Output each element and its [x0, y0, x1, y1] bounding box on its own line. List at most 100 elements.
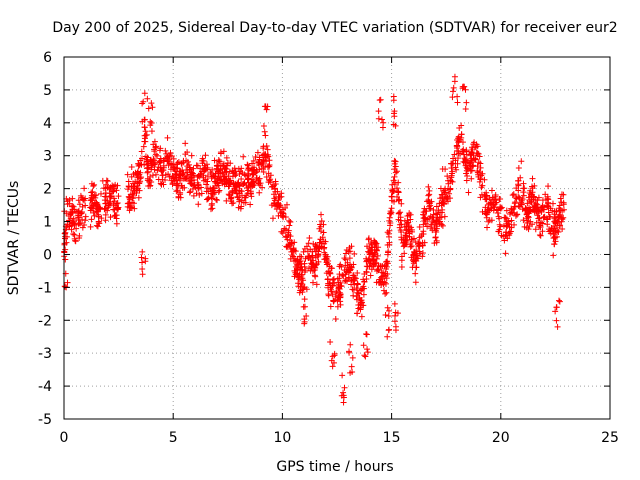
data-point [329, 363, 336, 370]
data-point [152, 171, 159, 178]
data-point [256, 175, 263, 182]
data-point [175, 194, 182, 201]
data-point [260, 168, 267, 175]
data-point [309, 252, 316, 259]
data-point [493, 206, 500, 213]
data-point [419, 230, 426, 237]
data-point [131, 188, 138, 195]
data-point [132, 178, 139, 185]
data-point [261, 128, 268, 135]
data-point [468, 167, 475, 174]
x-tick-label: 25 [601, 430, 619, 446]
data-point [517, 174, 524, 181]
data-point [219, 169, 226, 176]
data-point [64, 201, 71, 208]
data-point [166, 173, 173, 180]
data-point [202, 152, 209, 159]
data-point [173, 182, 180, 189]
data-point [240, 199, 247, 206]
data-point [524, 200, 531, 207]
data-point [448, 174, 455, 181]
data-point [102, 217, 109, 224]
data-point [75, 207, 82, 214]
data-point [462, 86, 469, 93]
data-point [392, 327, 399, 334]
data-point [270, 215, 277, 222]
data-point [384, 333, 391, 340]
data-point [460, 146, 467, 153]
data-point [424, 198, 431, 205]
data-point [488, 217, 495, 224]
data-point [398, 264, 405, 271]
data-point [329, 279, 336, 286]
data-point [148, 100, 155, 107]
data-point [340, 273, 347, 280]
data-point [533, 205, 540, 212]
data-point [502, 214, 509, 221]
data-point [382, 311, 389, 318]
data-point [238, 175, 245, 182]
data-point [492, 192, 499, 199]
data-point [88, 192, 95, 199]
data-point [160, 181, 167, 188]
data-point [93, 192, 100, 199]
data-point [362, 353, 369, 360]
data-point [303, 286, 310, 293]
data-point [102, 193, 109, 200]
data-point [139, 118, 146, 125]
data-point [490, 201, 497, 208]
data-point [539, 228, 546, 235]
data-point [233, 184, 240, 191]
data-point [391, 300, 398, 307]
data-point [360, 302, 367, 309]
data-point [255, 179, 262, 186]
data-point [485, 218, 492, 225]
data-point [401, 217, 408, 224]
data-point [318, 217, 325, 224]
data-point [115, 204, 122, 211]
data-point [157, 145, 164, 152]
data-point [253, 175, 260, 182]
data-point [505, 218, 512, 225]
data-point [222, 165, 229, 172]
data-point [406, 230, 413, 237]
data-point [156, 158, 163, 165]
data-point [125, 183, 132, 190]
data-point [267, 172, 274, 179]
data-point [272, 203, 279, 210]
x-tick-label: 15 [383, 430, 401, 446]
data-point [236, 198, 243, 205]
data-point [453, 142, 460, 149]
data-point [531, 182, 538, 189]
data-point [454, 137, 461, 144]
data-point [184, 158, 191, 165]
data-point [244, 167, 251, 174]
data-point [137, 175, 144, 182]
data-point [152, 144, 159, 151]
data-point [307, 267, 314, 274]
data-point [371, 249, 378, 256]
data-point [209, 184, 216, 191]
data-point [440, 187, 447, 194]
data-point [160, 164, 167, 171]
data-point [340, 399, 347, 406]
data-point [291, 239, 298, 246]
data-point [477, 194, 484, 201]
data-point [221, 168, 228, 175]
data-point [426, 187, 433, 194]
data-point [484, 224, 491, 231]
data-point [547, 213, 554, 220]
data-point [393, 168, 400, 175]
data-point [482, 210, 489, 217]
data-point [518, 158, 525, 165]
data-point [522, 205, 529, 212]
data-point [347, 341, 354, 348]
data-point [409, 236, 416, 243]
data-point [492, 197, 499, 204]
data-point [348, 277, 355, 284]
data-point [79, 203, 86, 210]
y-tick-label: -5 [38, 412, 52, 428]
data-point [302, 267, 309, 274]
data-point [141, 124, 148, 131]
data-point [360, 276, 367, 283]
